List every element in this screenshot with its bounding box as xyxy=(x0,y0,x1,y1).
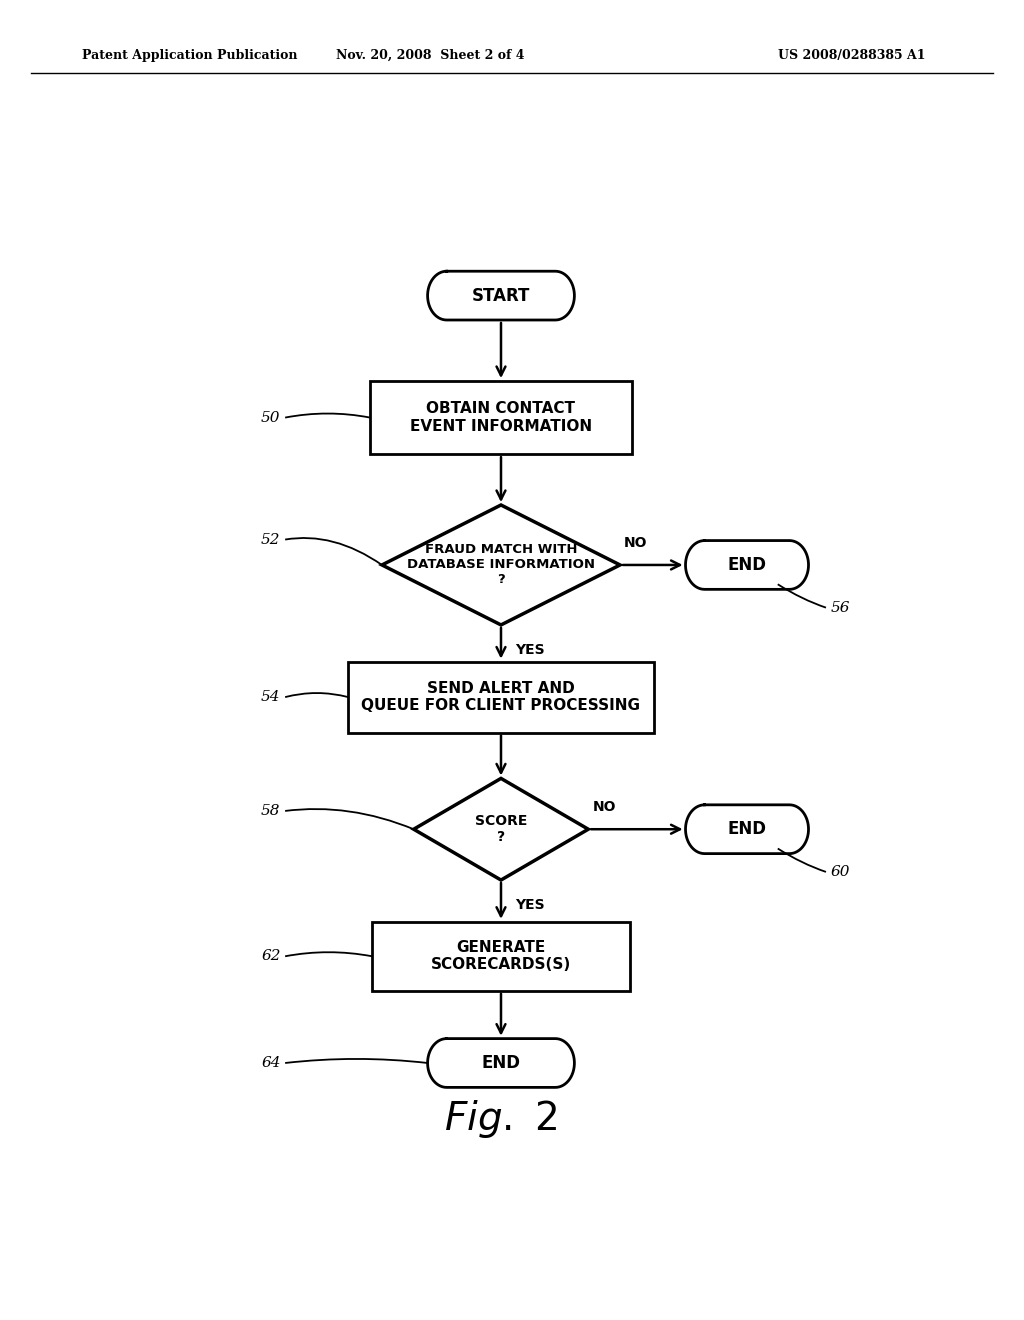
Text: 58: 58 xyxy=(261,804,281,818)
Text: OBTAIN CONTACT
EVENT INFORMATION: OBTAIN CONTACT EVENT INFORMATION xyxy=(410,401,592,434)
Polygon shape xyxy=(428,1039,574,1088)
Text: SEND ALERT AND
QUEUE FOR CLIENT PROCESSING: SEND ALERT AND QUEUE FOR CLIENT PROCESSI… xyxy=(361,681,640,713)
Bar xyxy=(372,921,630,991)
Text: 52: 52 xyxy=(261,532,281,546)
Polygon shape xyxy=(685,805,809,854)
Polygon shape xyxy=(382,506,620,624)
Bar xyxy=(370,381,632,454)
Text: NO: NO xyxy=(592,800,615,814)
Text: FRAUD MATCH WITH
DATABASE INFORMATION
?: FRAUD MATCH WITH DATABASE INFORMATION ? xyxy=(407,544,595,586)
Text: Nov. 20, 2008  Sheet 2 of 4: Nov. 20, 2008 Sheet 2 of 4 xyxy=(336,49,524,62)
Text: YES: YES xyxy=(515,643,545,657)
Text: $\mathit{Fig.}\ \mathit{2}$: $\mathit{Fig.}\ \mathit{2}$ xyxy=(444,1098,558,1140)
Polygon shape xyxy=(414,779,588,880)
Text: 64: 64 xyxy=(261,1056,281,1071)
Text: Patent Application Publication: Patent Application Publication xyxy=(82,49,297,62)
Text: 62: 62 xyxy=(261,949,281,964)
Text: 56: 56 xyxy=(830,601,850,615)
Polygon shape xyxy=(685,541,809,589)
Text: 60: 60 xyxy=(830,865,850,879)
Polygon shape xyxy=(428,271,574,319)
Text: GENERATE
SCORECARDS(S): GENERATE SCORECARDS(S) xyxy=(431,940,571,973)
Text: END: END xyxy=(727,820,767,838)
Text: 54: 54 xyxy=(261,690,281,704)
Text: END: END xyxy=(727,556,767,574)
Text: START: START xyxy=(472,286,530,305)
Text: NO: NO xyxy=(624,536,647,549)
Text: SCORE
?: SCORE ? xyxy=(475,814,527,845)
Text: 50: 50 xyxy=(261,411,281,425)
Text: END: END xyxy=(481,1053,520,1072)
Bar xyxy=(348,661,653,733)
Text: US 2008/0288385 A1: US 2008/0288385 A1 xyxy=(778,49,926,62)
Text: YES: YES xyxy=(515,899,545,912)
